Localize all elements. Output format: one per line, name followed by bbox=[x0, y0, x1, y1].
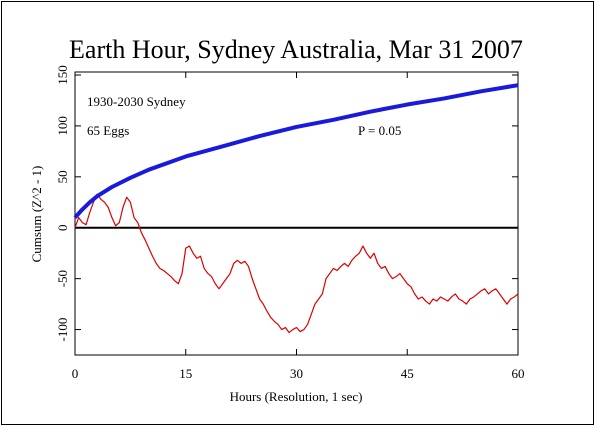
x-tick-label: 0 bbox=[72, 366, 79, 381]
x-tick-label: 45 bbox=[401, 366, 414, 381]
y-tick-label: -50 bbox=[55, 270, 70, 287]
x-tick-label: 15 bbox=[179, 366, 192, 381]
x-axis-label: Hours (Resolution, 1 sec) bbox=[230, 389, 363, 404]
y-axis-label: Cumsum (Z^2 - 1) bbox=[29, 166, 44, 263]
y-tick-label: 150 bbox=[55, 65, 70, 85]
y-tick-label: 0 bbox=[55, 224, 70, 231]
x-tick-label: 30 bbox=[290, 366, 303, 381]
annotation: 65 Eggs bbox=[87, 123, 129, 138]
x-tick-label: 60 bbox=[512, 366, 525, 381]
y-tick-label: 100 bbox=[55, 116, 70, 136]
chart-title: Earth Hour, Sydney Australia, Mar 31 200… bbox=[69, 35, 523, 64]
series-label: P = 0.05 bbox=[358, 123, 401, 138]
series-line bbox=[74, 193, 519, 334]
series-line bbox=[73, 83, 519, 219]
y-tick-label: -100 bbox=[55, 318, 70, 342]
y-tick-label: 50 bbox=[55, 170, 70, 183]
series-label: 1930-2030 Sydney bbox=[87, 94, 186, 109]
